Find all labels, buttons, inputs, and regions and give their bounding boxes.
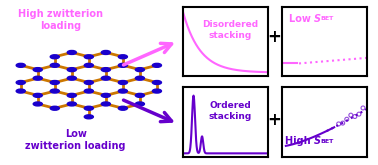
Circle shape — [84, 89, 93, 93]
Point — [344, 118, 350, 121]
Circle shape — [135, 76, 144, 80]
Circle shape — [50, 81, 59, 84]
Circle shape — [33, 102, 42, 106]
Text: BET: BET — [321, 16, 334, 21]
Point — [352, 115, 358, 118]
Circle shape — [67, 50, 76, 54]
Circle shape — [33, 68, 42, 72]
Text: Disordered
stacking: Disordered stacking — [202, 20, 258, 40]
Circle shape — [67, 102, 76, 106]
Circle shape — [152, 81, 161, 84]
Circle shape — [101, 76, 110, 80]
Point — [360, 107, 366, 109]
Text: Low: Low — [289, 14, 314, 24]
Circle shape — [118, 55, 127, 59]
Text: +: + — [267, 28, 281, 46]
Circle shape — [101, 68, 110, 72]
Circle shape — [118, 63, 127, 67]
Circle shape — [118, 106, 127, 110]
Text: +: + — [267, 111, 281, 129]
Text: S: S — [314, 14, 321, 24]
Point — [336, 123, 342, 125]
Circle shape — [101, 50, 110, 54]
Circle shape — [84, 106, 93, 110]
Text: Ordered
stacking: Ordered stacking — [209, 101, 252, 121]
Point — [348, 114, 354, 116]
Circle shape — [118, 81, 127, 84]
Circle shape — [118, 89, 127, 93]
Circle shape — [101, 102, 110, 106]
Text: Low
zwitterion loading: Low zwitterion loading — [25, 130, 126, 151]
Circle shape — [84, 55, 93, 59]
Text: High: High — [285, 136, 314, 146]
Circle shape — [101, 93, 110, 97]
Circle shape — [50, 55, 59, 59]
Circle shape — [67, 93, 76, 97]
Circle shape — [16, 81, 25, 84]
Circle shape — [50, 106, 59, 110]
Point — [356, 113, 362, 116]
Circle shape — [33, 93, 42, 97]
Point — [340, 122, 346, 124]
Circle shape — [84, 81, 93, 84]
Circle shape — [67, 68, 76, 72]
Circle shape — [16, 89, 25, 93]
Circle shape — [135, 93, 144, 97]
Circle shape — [84, 63, 93, 67]
Circle shape — [50, 89, 59, 93]
Circle shape — [135, 68, 144, 72]
Text: S: S — [314, 136, 321, 146]
Circle shape — [67, 76, 76, 80]
Circle shape — [50, 63, 59, 67]
Circle shape — [16, 63, 25, 67]
Circle shape — [152, 63, 161, 67]
Circle shape — [135, 102, 144, 106]
Text: BET: BET — [321, 139, 334, 144]
Circle shape — [152, 89, 161, 93]
Circle shape — [33, 76, 42, 80]
Circle shape — [84, 115, 93, 119]
Text: High zwitterion
loading: High zwitterion loading — [18, 9, 103, 31]
